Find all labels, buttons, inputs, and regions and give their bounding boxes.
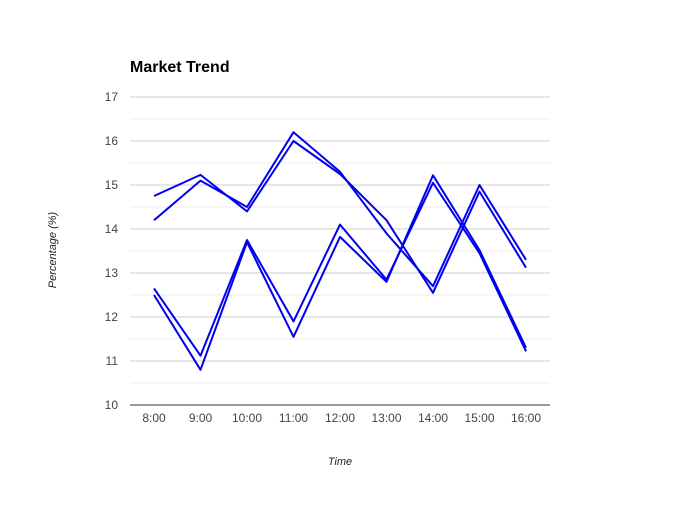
x-tick-label: 13:00 <box>371 411 401 425</box>
series-line-4 <box>153 174 527 371</box>
series-line-2 <box>153 140 527 294</box>
x-tick-label: 16:00 <box>511 411 541 425</box>
x-tick-label: 9:00 <box>189 411 213 425</box>
x-tick-label: 12:00 <box>325 411 355 425</box>
y-tick-label: 11 <box>106 354 119 368</box>
y-tick-label: 17 <box>105 90 119 104</box>
y-tick-label: 14 <box>105 222 119 236</box>
series-line-3 <box>153 181 527 357</box>
x-tick-label: 15:00 <box>464 411 494 425</box>
y-tick-label: 16 <box>105 134 119 148</box>
x-axis-title: Time <box>328 456 352 468</box>
x-tick-label: 14:00 <box>418 411 448 425</box>
y-tick-label: 13 <box>105 266 119 280</box>
x-tick-label: 8:00 <box>142 411 166 425</box>
chart-title: Market Trend <box>130 59 230 76</box>
series-line-1 <box>153 131 527 288</box>
x-tick-label: 10:00 <box>232 411 262 425</box>
y-axis-tick-labels: 10 11 12 13 14 15 16 17 <box>105 90 119 412</box>
y-tick-label: 12 <box>105 310 119 324</box>
y-axis-title: Percentage (%) <box>47 211 59 288</box>
y-tick-label: 15 <box>105 178 119 192</box>
series-lines <box>153 131 527 371</box>
x-tick-label: 11:00 <box>279 411 308 425</box>
x-axis-tick-labels: 8:00 9:00 10:00 11:00 12:00 13:00 14:00 15:00 16… <box>142 411 541 425</box>
y-tick-label: 10 <box>105 398 119 412</box>
